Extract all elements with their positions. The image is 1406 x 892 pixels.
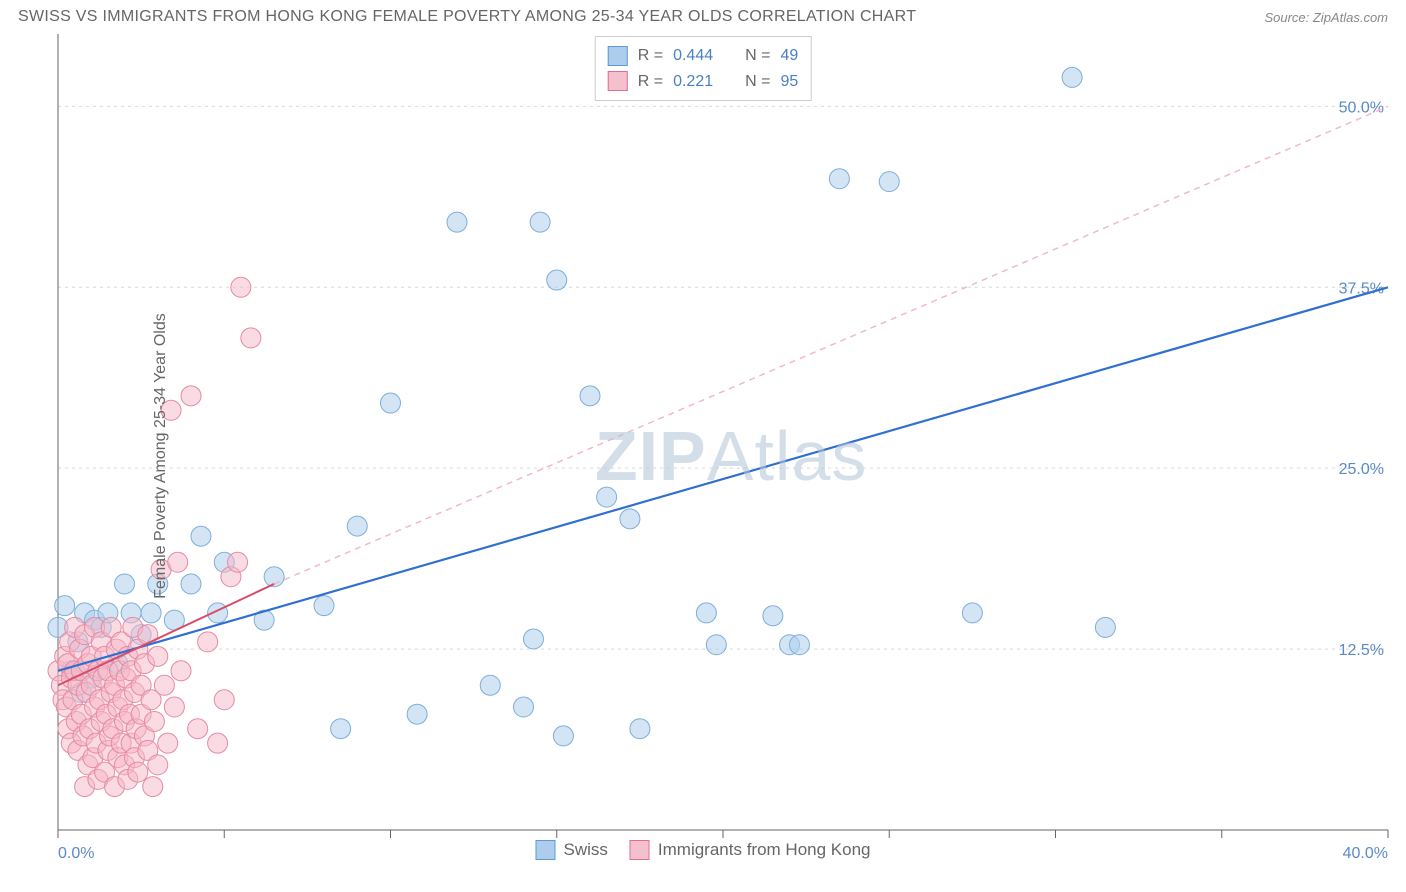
legend-label: Swiss (564, 840, 608, 860)
r-label: R = (638, 69, 663, 95)
scatter-chart-svg: 12.5%25.0%37.5%50.0%0.0%40.0% (0, 30, 1406, 882)
n-label: N = (745, 69, 770, 95)
chart-header: SWISS VS IMMIGRANTS FROM HONG KONG FEMAL… (0, 0, 1406, 30)
legend-item-hk: Immigrants from Hong Kong (630, 840, 871, 860)
swatch-blue-icon (536, 840, 556, 860)
series-legend: Swiss Immigrants from Hong Kong (536, 840, 871, 860)
n-value: 95 (780, 69, 798, 95)
legend-item-swiss: Swiss (536, 840, 608, 860)
swatch-blue-icon (608, 46, 628, 66)
legend-row-swiss: R = 0.444 N = 49 (608, 43, 799, 69)
n-value: 49 (780, 43, 798, 69)
legend-label: Immigrants from Hong Kong (658, 840, 871, 860)
chart-area: 12.5%25.0%37.5%50.0%0.0%40.0% ZIPAtlas R… (0, 30, 1406, 882)
correlation-legend: R = 0.444 N = 49 R = 0.221 N = 95 (595, 36, 812, 101)
chart-source: Source: ZipAtlas.com (1264, 10, 1388, 25)
svg-text:50.0%: 50.0% (1339, 99, 1384, 116)
y-axis-label: Female Poverty Among 25-34 Year Olds (152, 313, 170, 599)
swatch-pink-icon (608, 71, 628, 91)
svg-text:40.0%: 40.0% (1343, 845, 1388, 862)
svg-text:0.0%: 0.0% (58, 845, 94, 862)
chart-title: SWISS VS IMMIGRANTS FROM HONG KONG FEMAL… (18, 8, 916, 26)
r-value: 0.444 (673, 43, 713, 69)
legend-row-hk: R = 0.221 N = 95 (608, 69, 799, 95)
r-value: 0.221 (673, 69, 713, 95)
svg-text:25.0%: 25.0% (1339, 461, 1384, 478)
swatch-pink-icon (630, 840, 650, 860)
r-label: R = (638, 43, 663, 69)
svg-text:12.5%: 12.5% (1339, 642, 1384, 659)
n-label: N = (745, 43, 770, 69)
